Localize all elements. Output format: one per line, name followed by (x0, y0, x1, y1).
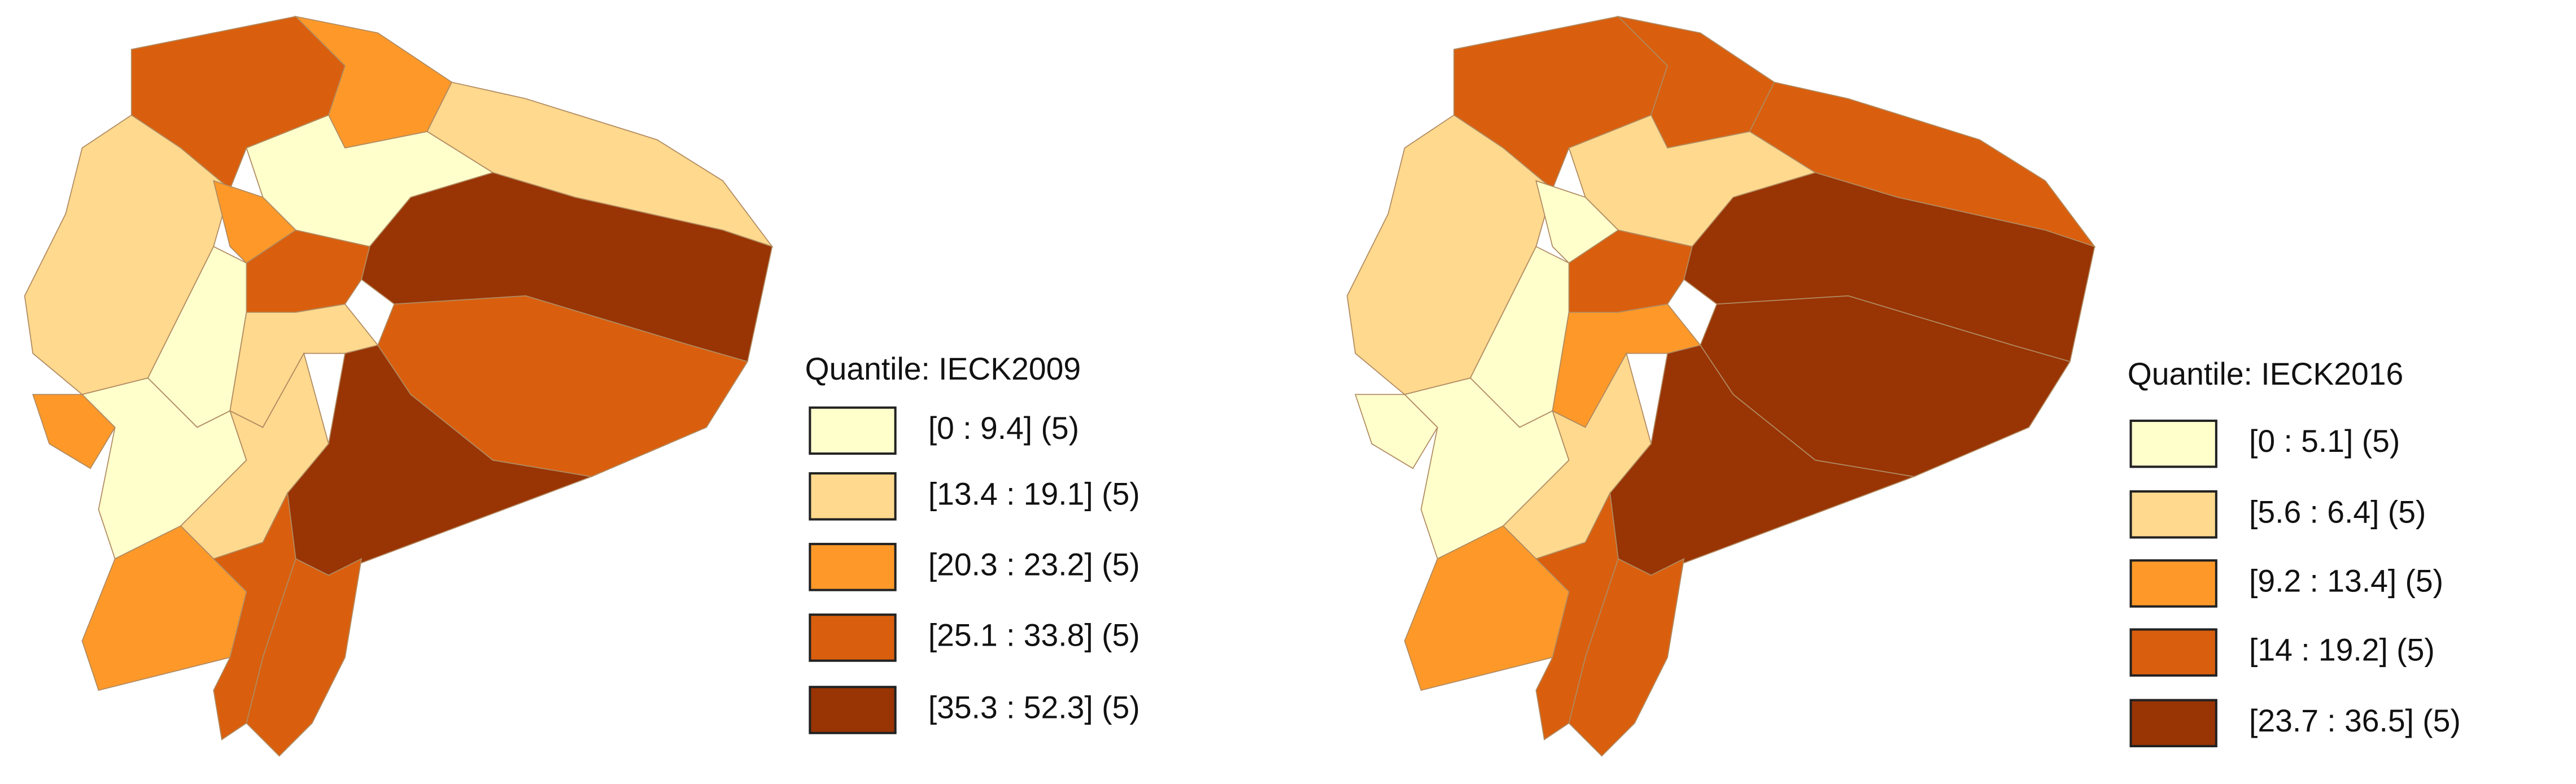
legend-label: [0 : 5.1] (5) (2249, 424, 2400, 459)
legend-label: [23.7 : 36.5] (5) (2249, 703, 2461, 738)
province (1568, 557, 1685, 757)
legend-swatch (2129, 559, 2217, 608)
legend-title: Quantile: IECK2016 (2128, 356, 2404, 391)
legend-label: [0 : 9.4] (5) (928, 411, 1079, 446)
legend-swatch (2129, 490, 2217, 539)
province (1355, 394, 1438, 469)
legend-swatch (809, 686, 897, 734)
legend-label: [5.6 : 6.4] (5) (2249, 494, 2426, 529)
legend-label: [13.4 : 19.1] (5) (928, 476, 1140, 511)
legend-label: [35.3 : 52.3] (5) (928, 690, 1140, 725)
legend-swatch (2129, 628, 2217, 677)
province (1683, 172, 2095, 363)
province (361, 172, 773, 363)
province (32, 394, 116, 469)
legend-swatch (809, 543, 897, 591)
legend-title: Quantile: IECK2009 (805, 351, 1081, 386)
legend-label: [20.3 : 23.2] (5) (928, 547, 1140, 582)
province (246, 557, 363, 757)
legend-swatch (2129, 699, 2217, 748)
legend-swatch (809, 613, 897, 662)
legend-swatch (2129, 419, 2217, 468)
legend-label: [14 : 19.2] (5) (2249, 633, 2435, 668)
legend-swatch (809, 406, 897, 455)
legend-label: [25.1 : 33.8] (5) (928, 618, 1140, 653)
legend-swatch (809, 472, 897, 521)
legend-label: [9.2 : 13.4] (5) (2249, 564, 2443, 599)
